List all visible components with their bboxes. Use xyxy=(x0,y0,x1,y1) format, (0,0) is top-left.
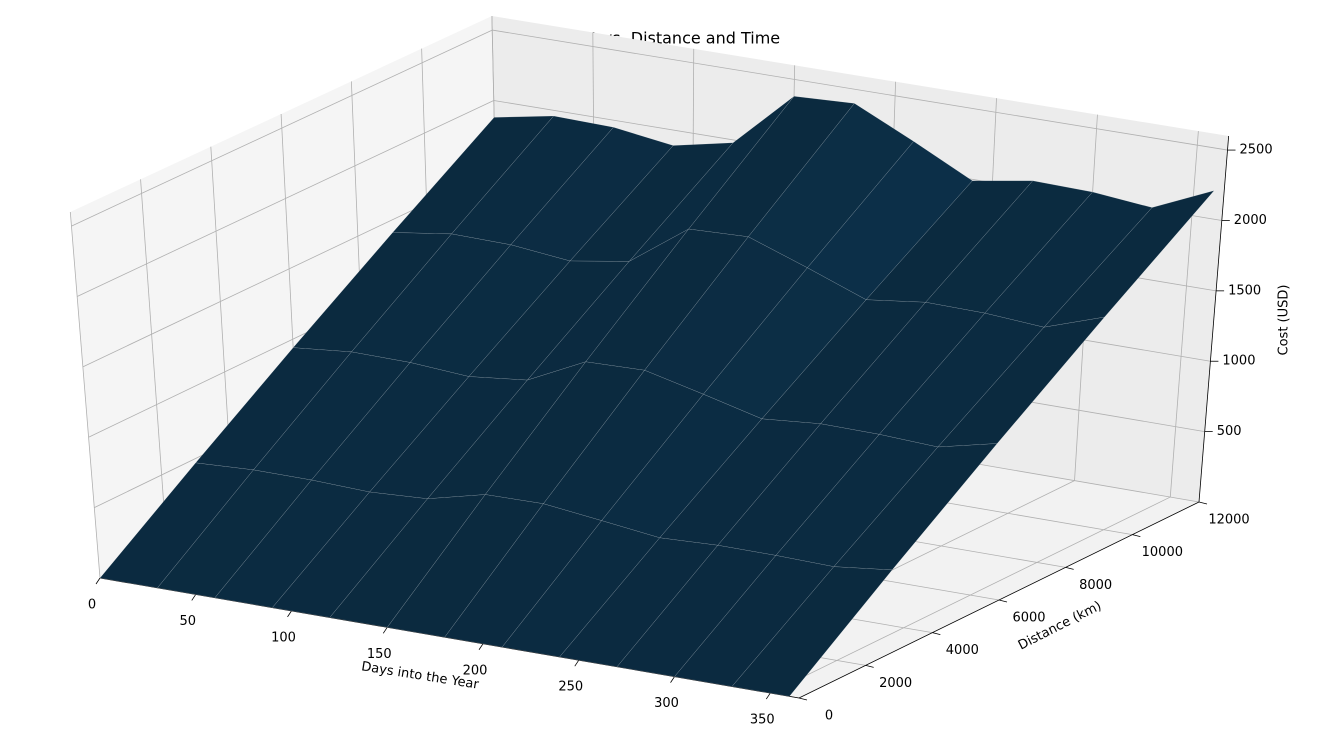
y-tick-label: 4000 xyxy=(946,643,979,658)
z-tick-label: 1500 xyxy=(1228,283,1261,298)
y-tick-label: 6000 xyxy=(1012,611,1045,626)
x-tick-label: 250 xyxy=(558,680,583,695)
x-tick-label: 200 xyxy=(463,663,488,678)
z-tick-label: 1000 xyxy=(1222,354,1255,369)
x-tick-label: 350 xyxy=(750,713,775,728)
tick-mark xyxy=(670,676,675,683)
left-pane xyxy=(70,16,501,578)
y-axis-label: Distance (km) xyxy=(1016,599,1104,654)
y-tick-label: 0 xyxy=(825,709,833,724)
x-tick-label: 150 xyxy=(367,647,392,662)
grid-line xyxy=(492,29,1228,151)
surface-patch xyxy=(1043,190,1215,328)
surface-patch xyxy=(937,316,1106,448)
x-tick-label: 50 xyxy=(179,614,196,629)
tick-mark xyxy=(765,692,771,700)
tick-mark xyxy=(998,599,1008,603)
grid-line xyxy=(140,179,168,546)
tick-mark xyxy=(287,610,292,618)
grid-line xyxy=(1169,131,1199,498)
z-tick-label: 500 xyxy=(1217,424,1242,439)
x-tick-label: 100 xyxy=(271,630,296,645)
x-tick-label: 300 xyxy=(654,696,679,711)
z-tick-label: 2000 xyxy=(1234,213,1267,228)
tick-mark xyxy=(95,577,101,585)
surface-patch xyxy=(731,566,893,697)
tick-mark xyxy=(382,627,388,634)
z-tick-label: 2500 xyxy=(1240,143,1273,158)
tick-mark xyxy=(865,664,874,668)
y-axis-line xyxy=(798,501,1200,699)
tick-mark xyxy=(1065,566,1074,570)
tick-mark xyxy=(932,632,941,636)
z-axis-label: Cost (USD) xyxy=(1277,285,1292,356)
y-tick-label: 12000 xyxy=(1208,513,1249,528)
z-axis-line xyxy=(1198,135,1230,503)
grid-line xyxy=(69,211,101,579)
tick-mark xyxy=(1132,534,1141,538)
x-tick-label: 0 xyxy=(88,598,96,613)
grid-line xyxy=(71,29,493,227)
y-tick-label: 10000 xyxy=(1142,545,1183,560)
tick-mark xyxy=(478,643,484,650)
tick-mark xyxy=(798,697,808,701)
tick-mark xyxy=(191,594,197,601)
y-tick-label: 8000 xyxy=(1079,578,1112,593)
grid-line xyxy=(76,100,494,297)
y-tick-label: 2000 xyxy=(879,676,912,691)
tick-mark xyxy=(574,659,580,667)
tick-mark xyxy=(1198,501,1208,505)
